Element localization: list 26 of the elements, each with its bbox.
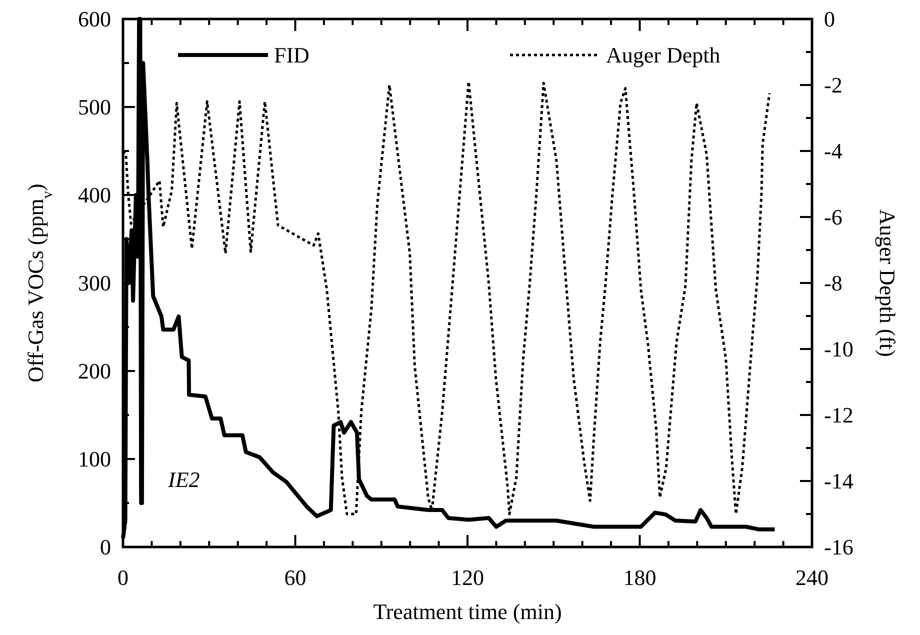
x-tick-label: 120 (451, 565, 484, 590)
y2-tick-label: -8 (824, 270, 842, 296)
annotation: IE2 (167, 467, 200, 492)
y-tick-label: 100 (78, 446, 111, 472)
y2-tick-label: -6 (824, 204, 842, 230)
x-tick-label: 240 (796, 565, 828, 590)
x-axis-title: Treatment time (min) (373, 599, 562, 624)
legend-label: Auger Depth (606, 42, 720, 68)
y2-axis-title: Auger Depth (ft) (875, 209, 900, 357)
y2-tick-label: -14 (824, 468, 854, 494)
y2-tick-label: -2 (824, 72, 842, 98)
y2-tick-label: 0 (824, 6, 835, 32)
x-tick-label: 0 (118, 565, 128, 590)
x-tick-label: 60 (284, 565, 306, 590)
y-tick-label: 600 (78, 6, 111, 32)
y2-tick-label: -12 (824, 402, 854, 428)
x-tick-label: 180 (623, 565, 656, 590)
y-tick-label: 300 (78, 270, 111, 296)
y2-tick-label: -10 (824, 336, 854, 362)
y-tick-label: 400 (78, 182, 111, 208)
legend-label: FID (274, 42, 310, 68)
y-tick-label: 200 (78, 358, 111, 384)
y-tick-label: 0 (100, 534, 111, 560)
y2-tick-label: -4 (824, 138, 842, 164)
y-tick-label: 500 (78, 94, 111, 120)
y2-tick-label: -16 (824, 534, 854, 560)
